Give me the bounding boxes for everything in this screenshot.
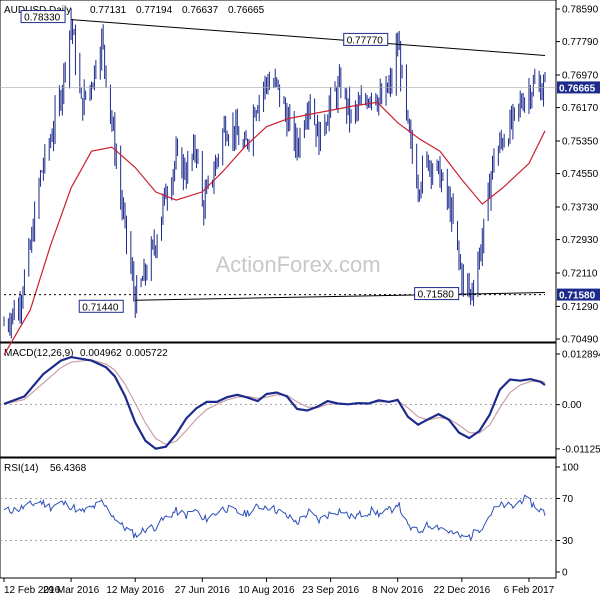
xtick-label: 8 Nov 2016 [372,585,424,596]
price-ytick-label: 0.73730 [562,203,599,214]
trendline [135,292,546,301]
xtick-label: 23 Sep 2016 [302,585,359,596]
price-annotation-box [78,299,124,313]
price-ytick-label: 0.72930 [562,235,599,246]
price-ytick-label: 0.75350 [562,137,599,148]
price-annotation-label: 0.71580 [418,290,455,301]
price-ytick-label: 0.71290 [562,302,599,313]
xtick-label: 22 Dec 2016 [434,585,491,596]
xtick-label: 10 Aug 2016 [238,585,295,596]
current-price-tag [557,81,600,94]
support-price-tag [557,288,600,301]
moving-average-line [3,101,546,356]
rsi-value: 56.4368 [50,463,87,474]
xtick-label: 29 Mar 2016 [43,585,100,596]
price-high-value: 0.77194 [136,5,173,16]
price-ytick-label: 0.76170 [562,103,599,114]
price-annotation-box [20,10,66,24]
price-ytick-label: 0.72110 [562,269,598,280]
rsi-line [3,494,546,542]
rsi-ytick-label: 70 [562,494,574,505]
support-price-label: 0.71580 [559,291,596,302]
price-annotation-label: 0.77770 [347,35,384,46]
price-annotation-box [414,287,460,301]
macd-ytick-label: 0.012894 [562,349,600,360]
macd-ytick-label: 0.00 [562,400,582,411]
price-low-value: 0.76637 [182,5,219,16]
watermark: ActionForex.com [215,252,380,277]
rsi-panel-title: RSI(14) [4,463,38,474]
rsi-panel-frame [0,457,557,579]
rsi-ytick-label: 30 [562,536,574,547]
macd-signal-value: 0.005722 [126,348,168,359]
rsi-ytick-label: 0 [562,568,568,579]
price-ytick-label: 0.74550 [562,169,599,180]
trendline [71,19,546,56]
macd-line [3,355,546,450]
rsi-ytick-label: 100 [562,463,579,474]
price-annotation-label: 0.71440 [82,302,119,313]
price-annotation-box [343,32,389,46]
current-price-label: 0.76665 [559,83,596,94]
xtick-label: 6 Feb 2017 [504,585,555,596]
chart-marks: 0.78590 0.77790 0.76970 0.76170 0.75350 0.745… [0,5,600,596]
xtick-label: 12 May 2016 [106,585,164,596]
macd-signal-line [3,359,546,446]
price-panel-frame [0,0,557,343]
price-annotation-label: 0.78330 [24,13,61,24]
macd-panel-title: MACD(12,26,9) [4,348,73,359]
macd-value: 0.004962 [80,348,122,359]
price-close-value: 0.76665 [228,5,265,16]
xtick-label: 27 Jun 2016 [175,585,230,596]
price-ytick-label: 0.76970 [562,71,599,82]
price-ytick-label: 0.77790 [562,37,599,48]
price-ytick-label: 0.78590 [562,5,599,16]
price-ytick-label: 0.70490 [562,335,599,346]
price-open-value: 0.77131 [90,5,127,16]
macd-ytick-label: -0.011253 [562,444,600,455]
xtick-label: 12 Feb 2016 [4,585,61,596]
